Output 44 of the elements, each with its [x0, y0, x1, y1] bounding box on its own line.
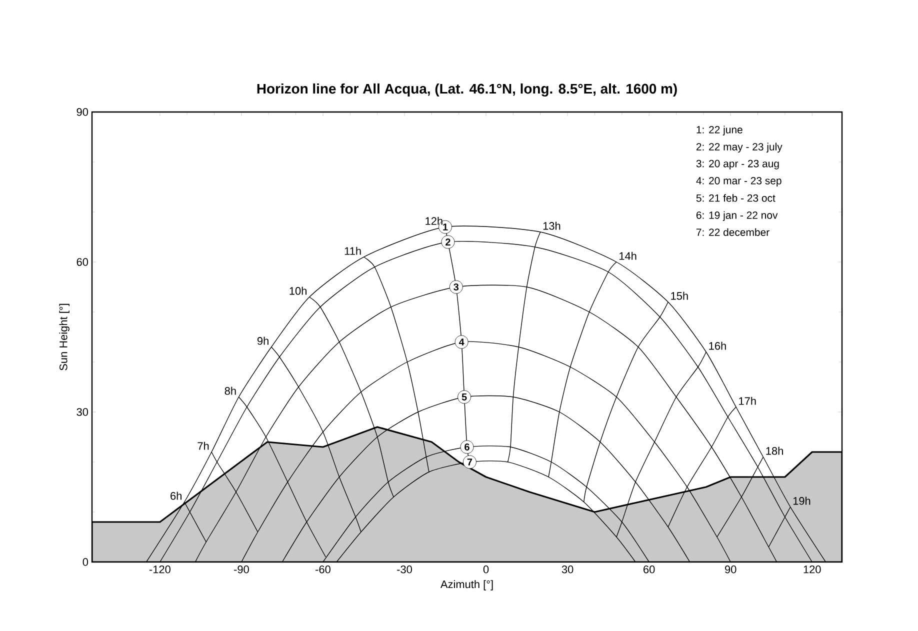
series-label: 13h [543, 222, 560, 230]
x-tick-label: -60 [316, 566, 330, 574]
series-label: 3 [454, 283, 459, 291]
x-tick-label: -90 [234, 566, 249, 574]
series-label: 18h [766, 446, 783, 455]
series-label: 7h [198, 442, 209, 450]
series-label: 6h [170, 492, 182, 500]
y-tick-label: 30 [76, 408, 88, 416]
series-label: 12h [426, 216, 442, 225]
series-label: 4 [458, 338, 464, 346]
series-label: 8h [224, 386, 236, 395]
annotation: 5: 21 feb - 23 oct [696, 194, 776, 202]
series-label: 11h [344, 246, 361, 255]
annotation: 3: 20 apr - 23 aug [696, 160, 779, 170]
annotation: 7: 22 december [696, 228, 770, 236]
x-tick-label: -120 [149, 566, 170, 574]
y-axis-title: Sun Height [°] [59, 304, 70, 370]
x-axis-title: Azimuth [°] [440, 580, 493, 590]
series-label: 17h [739, 396, 756, 405]
series-label: 5 [462, 394, 467, 400]
series-label: 16h [709, 342, 726, 350]
series-label: 6 [464, 443, 470, 451]
series-label: 9h [257, 336, 268, 345]
series-label: 15h [671, 292, 688, 300]
series-label: 2 [446, 238, 450, 246]
chart-title: Horizon line for All Acqua, (Lat. 46.1°N, long. 8.5°E, alt. 1600 m) [257, 83, 677, 97]
series-label: 7 [467, 458, 472, 466]
y-tick-label: 0 [82, 558, 88, 566]
y-tick-label: 60 [76, 258, 88, 266]
series-label: 19h [793, 496, 810, 505]
y-tick-label: 90 [76, 108, 88, 116]
series-label: 1 [443, 224, 448, 230]
series-label: 10h [290, 286, 306, 295]
annotation: 4: 20 mar - 23 sep [696, 177, 782, 186]
x-tick-label: 90 [725, 566, 736, 574]
x-tick-label: 0 [483, 566, 489, 574]
annotation: 1: 22 june [696, 126, 742, 136]
annotation: 6: 19 jan - 22 nov [696, 211, 778, 221]
annotation: 2: 22 may - 23 july [696, 142, 782, 153]
x-tick-label: 60 [644, 566, 655, 574]
x-tick-label: 120 [804, 566, 821, 574]
x-tick-label: 30 [562, 566, 574, 574]
series-label: 14h [619, 252, 636, 260]
x-tick-label: -30 [397, 566, 412, 574]
